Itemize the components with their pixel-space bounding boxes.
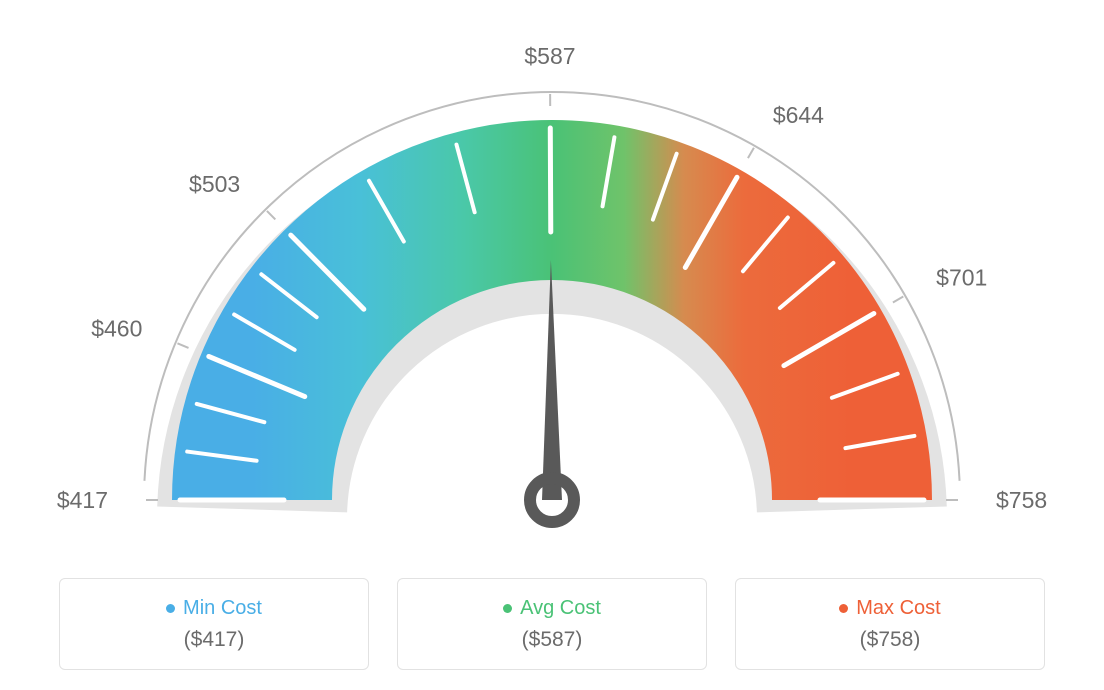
legend-value-max: ($758) bbox=[860, 628, 921, 652]
legend-label-max: Max Cost bbox=[856, 597, 940, 620]
gauge-tick-label: $644 bbox=[773, 102, 824, 128]
cost-gauge-widget: $417 $460 $503 $587 $644 $701 $758 Min Cost ($… bbox=[0, 0, 1104, 690]
gauge-tick-label: $758 bbox=[996, 487, 1047, 513]
legend-label-avg: Avg Cost bbox=[520, 597, 601, 620]
legend-dot-min bbox=[166, 604, 175, 613]
gauge-tick-label: $503 bbox=[189, 171, 240, 197]
legend-dot-avg bbox=[503, 604, 512, 613]
legend-card-avg: Avg Cost ($587) bbox=[397, 578, 707, 670]
gauge-tick-label: $701 bbox=[936, 264, 987, 290]
legend-dot-max bbox=[839, 604, 848, 613]
legend-label-min: Min Cost bbox=[183, 597, 262, 620]
legend-value-min: ($417) bbox=[184, 628, 245, 652]
legend-title-max: Max Cost bbox=[839, 597, 940, 620]
legend-card-max: Max Cost ($758) bbox=[735, 578, 1045, 670]
legend-card-min: Min Cost ($417) bbox=[59, 578, 369, 670]
legend-title-min: Min Cost bbox=[166, 597, 262, 620]
legend-value-avg: ($587) bbox=[522, 628, 583, 652]
gauge-tick-label: $587 bbox=[524, 43, 575, 69]
gauge-chart: $417 $460 $503 $587 $644 $701 $758 bbox=[0, 0, 1104, 560]
legend-title-avg: Avg Cost bbox=[503, 597, 601, 620]
legend-row: Min Cost ($417) Avg Cost ($587) Max Cost… bbox=[0, 578, 1104, 670]
gauge-svg: $417 $460 $503 $587 $644 $701 $758 bbox=[0, 0, 1104, 560]
gauge-tick-label: $417 bbox=[57, 487, 108, 513]
gauge-tick-label: $460 bbox=[91, 316, 142, 342]
